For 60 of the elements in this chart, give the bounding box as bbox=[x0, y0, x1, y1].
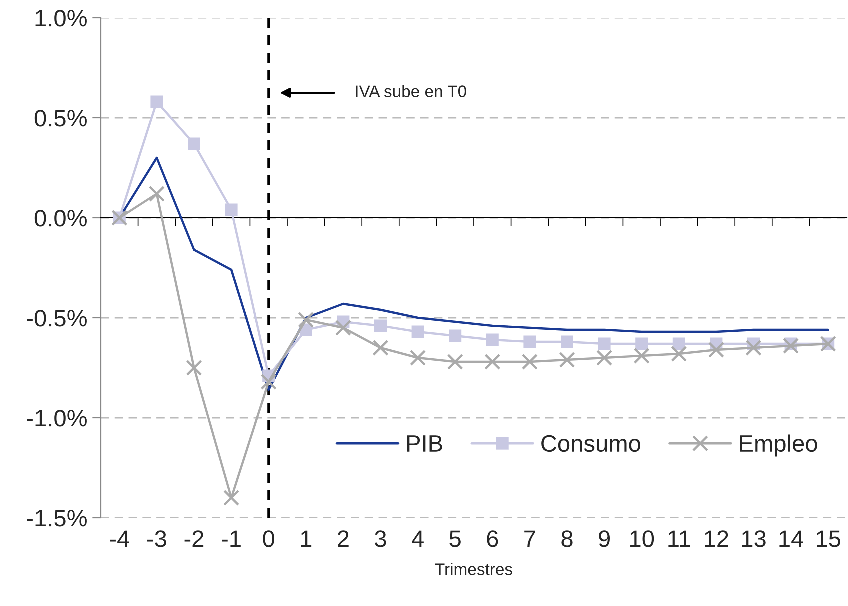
point bbox=[447, 354, 464, 370]
y-tick-label: -1.0% bbox=[27, 410, 87, 427]
point bbox=[188, 138, 200, 150]
x-tick-label: 6 bbox=[487, 530, 498, 548]
x-tick-label: -1 bbox=[222, 530, 241, 548]
point bbox=[559, 352, 576, 368]
point bbox=[186, 360, 202, 376]
x-tick-label: 3 bbox=[375, 530, 386, 548]
point bbox=[561, 336, 574, 348]
point bbox=[335, 320, 352, 336]
point bbox=[150, 96, 164, 108]
x-tick-label: 1 bbox=[301, 530, 312, 548]
point bbox=[524, 336, 536, 348]
point bbox=[148, 186, 166, 202]
point bbox=[782, 338, 800, 354]
point bbox=[596, 350, 613, 366]
x-tick-label: 4 bbox=[412, 530, 424, 548]
point bbox=[636, 338, 648, 350]
point bbox=[410, 350, 426, 366]
point bbox=[708, 342, 725, 358]
x-tick-label: 7 bbox=[524, 530, 536, 548]
x-tick-label: 12 bbox=[705, 530, 728, 548]
x-tick-label: 14 bbox=[780, 530, 804, 548]
legend-label: PIB bbox=[407, 436, 442, 452]
y-tick-label: 0.0% bbox=[34, 210, 87, 227]
point bbox=[671, 346, 688, 362]
point bbox=[260, 374, 277, 390]
point bbox=[298, 312, 314, 328]
point bbox=[634, 348, 650, 364]
x-tick-label: -2 bbox=[184, 530, 204, 548]
y-tick-label: -0.5% bbox=[27, 310, 87, 327]
point bbox=[374, 320, 387, 332]
y-tick-label: 1.0% bbox=[36, 10, 87, 27]
x-tick-label: 2 bbox=[338, 530, 349, 548]
x-tick-label: 11 bbox=[668, 530, 690, 548]
x-tick-label: 5 bbox=[450, 530, 461, 548]
x-tick-label: -4 bbox=[110, 530, 130, 548]
point bbox=[412, 326, 424, 338]
x-tick-label: 9 bbox=[599, 530, 610, 548]
point bbox=[372, 340, 389, 356]
point bbox=[486, 334, 499, 346]
x-tick-label: -3 bbox=[148, 530, 166, 548]
point bbox=[598, 338, 611, 350]
y-tick-label: 0.5% bbox=[34, 110, 87, 127]
x-tick-label: 0 bbox=[263, 530, 274, 548]
point bbox=[484, 354, 501, 370]
x-axis-title: Trimestres bbox=[435, 563, 512, 576]
x-tick-label: 13 bbox=[742, 530, 766, 548]
point bbox=[223, 490, 240, 506]
point bbox=[449, 330, 462, 342]
x-tick-label: 10 bbox=[630, 530, 654, 548]
point bbox=[225, 204, 238, 216]
y-tick-label: -1.5% bbox=[27, 510, 87, 527]
point bbox=[746, 340, 762, 356]
x-tick-label: 8 bbox=[562, 530, 573, 548]
point bbox=[522, 354, 538, 370]
annotation: IVA sube en T0 bbox=[356, 85, 466, 98]
legend-label: Consumo bbox=[542, 435, 640, 452]
legend-label: Empleo bbox=[740, 434, 818, 457]
x-tick-label: 15 bbox=[817, 530, 840, 548]
